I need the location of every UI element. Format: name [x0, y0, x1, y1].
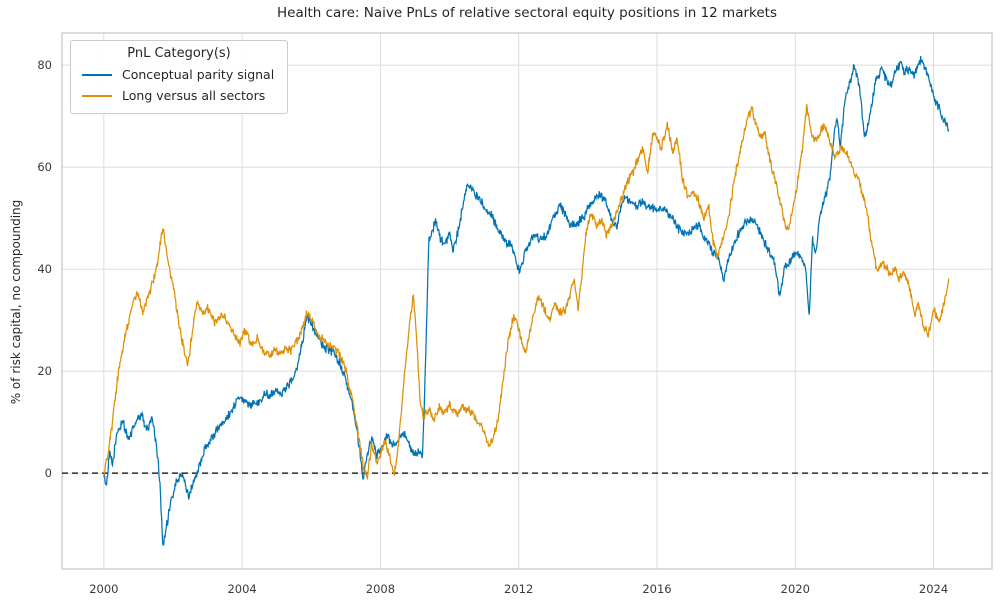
legend-title: PnL Category(s)	[127, 46, 231, 61]
legend-entry-label: Conceptual parity signal	[122, 67, 275, 82]
legend: PnL Category(s) Conceptual parity signal…	[70, 40, 288, 114]
blue-line-swatch-icon	[82, 73, 112, 76]
orange-line-swatch-icon	[82, 94, 112, 97]
legend-entry-label: Long versus all sectors	[122, 88, 266, 103]
legend-entry-parity: Conceptual parity signal	[79, 64, 279, 85]
y-tick-label: 20	[37, 364, 52, 379]
x-tick-label: 2008	[365, 582, 396, 596]
x-tick-label: 2012	[504, 582, 534, 596]
x-tick-label: 2000	[89, 582, 119, 596]
y-tick-label: 60	[37, 160, 52, 175]
x-tick-label: 2016	[642, 582, 672, 596]
y-tick-label: 0	[44, 466, 52, 481]
chart-title: Health care: Naive PnLs of relative sect…	[277, 5, 777, 21]
series-line-parity	[103, 55, 950, 547]
x-tick-label: 2020	[780, 582, 810, 596]
x-tick-label: 2004	[227, 582, 257, 596]
y-tick-label: 40	[37, 262, 52, 277]
legend-entry-long: Long versus all sectors	[79, 85, 279, 106]
x-tick-label: 2024	[918, 582, 949, 596]
y-tick-label: 80	[37, 58, 52, 73]
axes-border	[61, 32, 993, 570]
y-axis-label: % of risk capital, no compounding	[9, 199, 23, 405]
series-line-long	[103, 104, 950, 481]
